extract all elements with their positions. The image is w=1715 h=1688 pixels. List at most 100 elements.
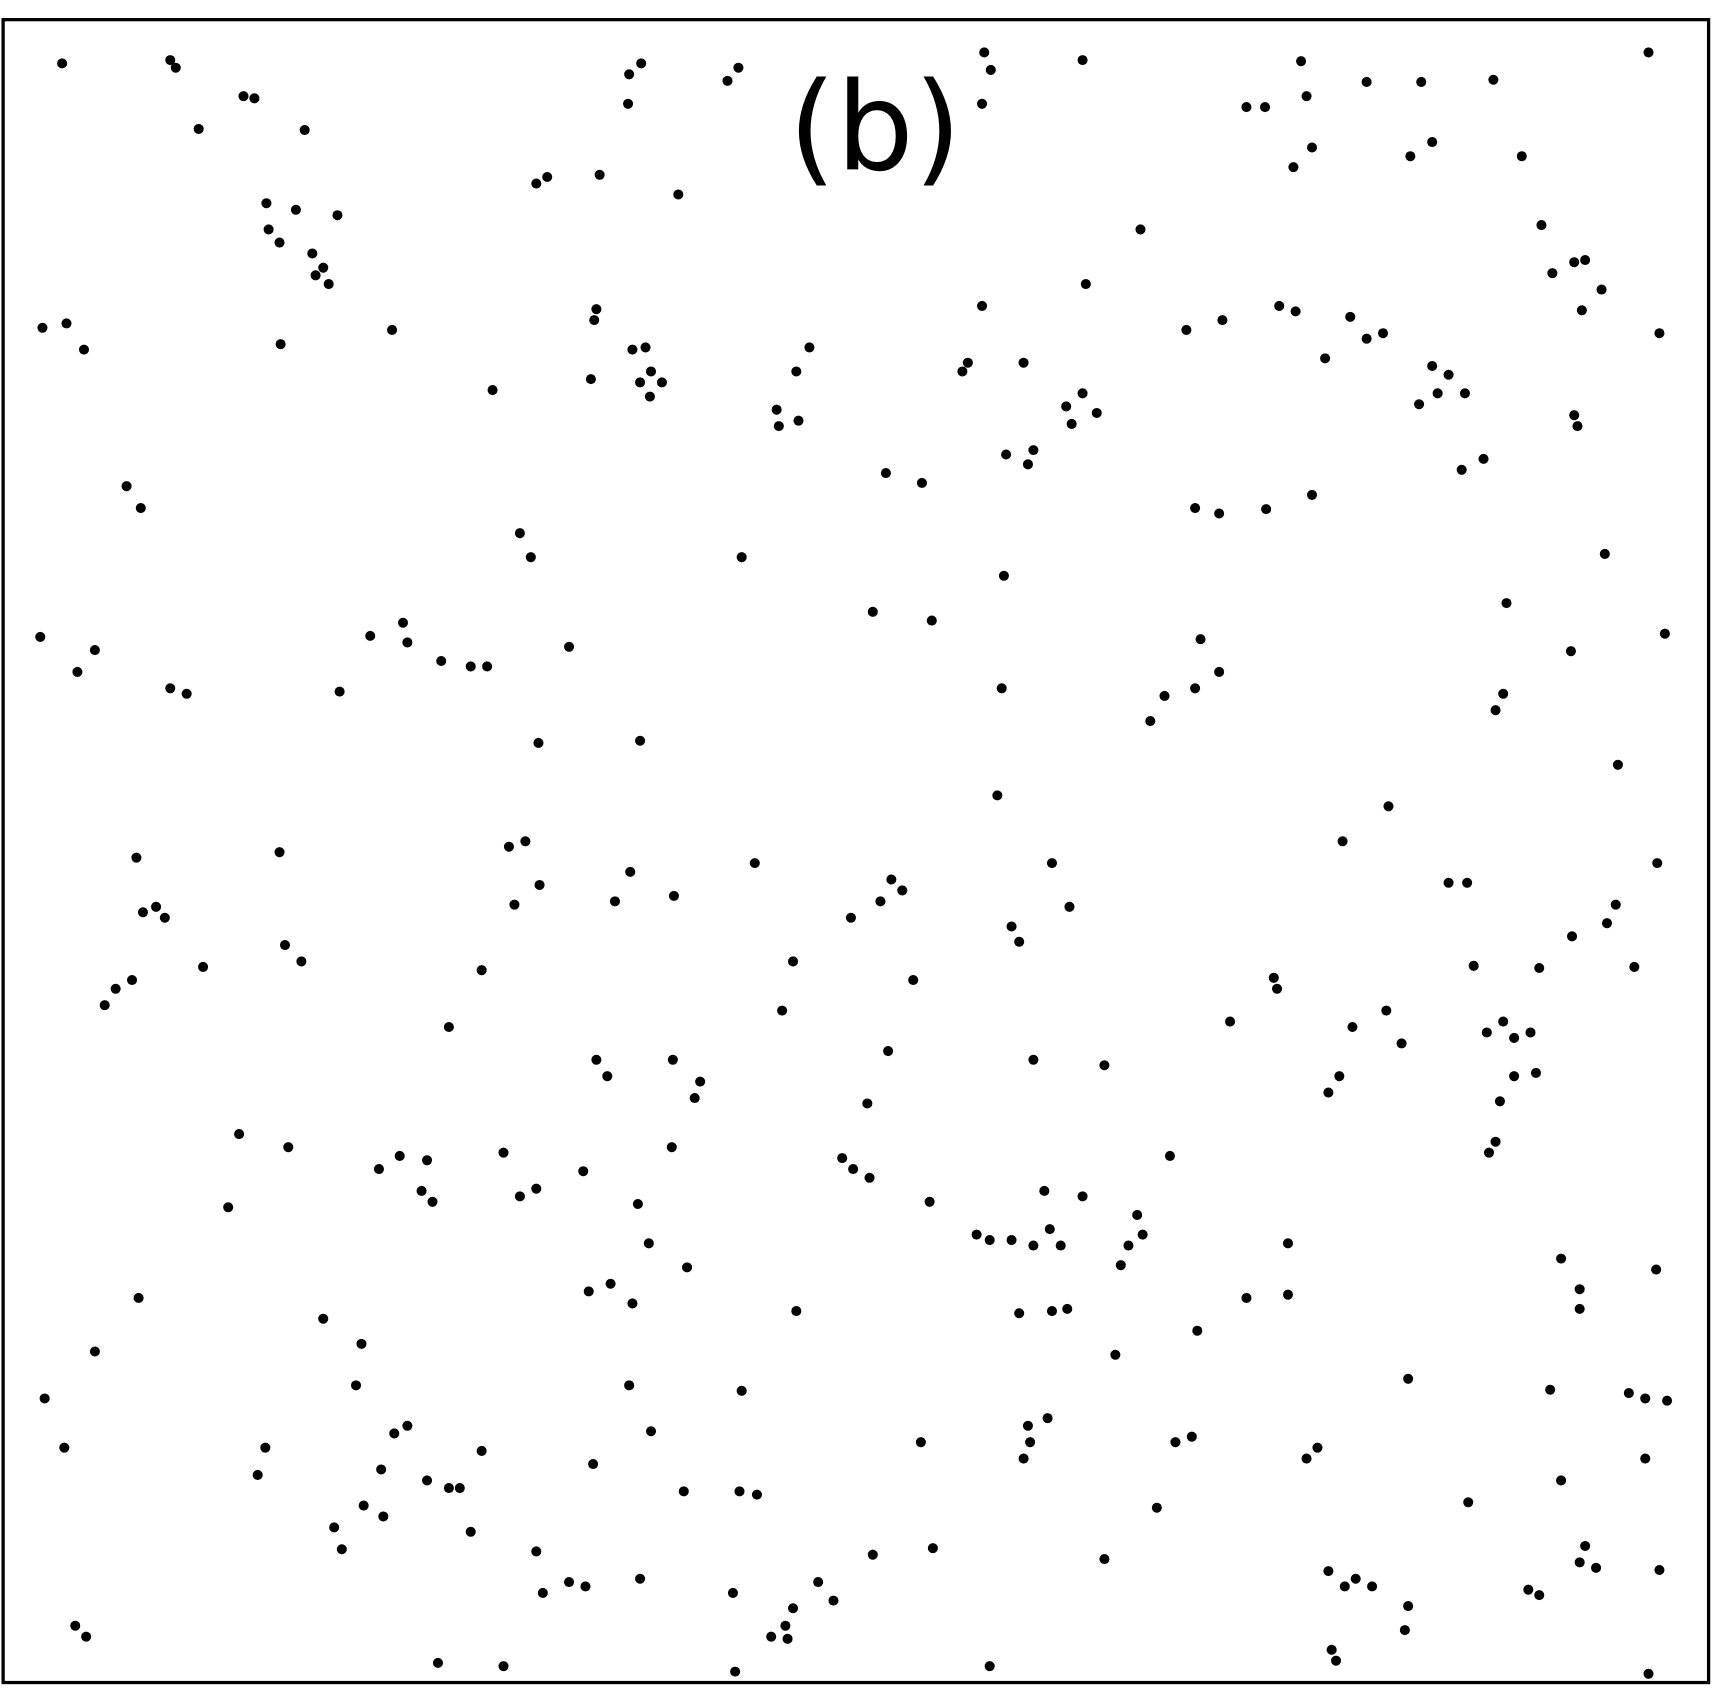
point [318,262,329,273]
point [636,58,647,69]
point [1556,1475,1567,1486]
point [678,1486,689,1497]
point [916,477,927,488]
point [635,735,646,746]
point [862,1098,873,1109]
point [318,1313,329,1324]
point [263,224,274,235]
point [1042,1413,1053,1424]
point [673,189,684,200]
point [1039,1185,1050,1196]
point [1361,333,1372,344]
point [695,1076,706,1087]
point [498,1661,509,1672]
point [1405,151,1416,162]
point [274,237,285,248]
point [1651,1264,1662,1275]
point [1261,504,1272,515]
point [1062,1303,1073,1314]
point [1643,1668,1654,1679]
point [422,1155,433,1166]
point [883,1046,894,1057]
point [1145,716,1156,727]
point [376,1464,387,1475]
point [1288,162,1299,173]
point [1643,47,1654,58]
point [1459,388,1470,399]
point [1110,1349,1121,1360]
point [1383,801,1394,812]
point [1640,1393,1651,1404]
point [957,366,968,377]
point [588,1459,599,1470]
point [198,961,209,972]
point [365,630,376,641]
point [89,645,100,656]
point [1151,1502,1162,1513]
point [736,552,747,563]
point [1064,901,1075,912]
point [645,1426,657,1437]
point [78,344,89,355]
point [984,1661,995,1672]
point [1274,300,1285,311]
point [734,1486,745,1497]
point [1006,1235,1017,1246]
point [234,1129,245,1140]
point [1046,1306,1058,1317]
point [1399,1625,1410,1636]
point [70,1620,81,1631]
plot-frame [1,18,1711,1685]
point [773,421,784,432]
point [1381,1005,1392,1016]
point [402,1420,413,1431]
point [1132,1209,1143,1220]
point [867,606,878,617]
point [1025,1437,1036,1448]
point [1077,388,1088,399]
point [1547,268,1558,279]
point [780,1620,791,1631]
point [531,1183,542,1194]
point [594,169,605,180]
point [1028,445,1039,456]
point [1396,1038,1407,1049]
point [394,1150,405,1161]
point [656,377,667,388]
point [1022,459,1033,470]
point [1077,1191,1088,1202]
point [880,468,891,479]
point [864,1172,875,1183]
point [1443,877,1454,888]
point [356,1338,367,1349]
point [1580,1540,1591,1551]
point [487,385,498,396]
point [1186,1431,1197,1442]
point [1320,353,1331,364]
point [668,890,679,901]
point [1018,357,1029,368]
point [334,686,345,697]
point [1282,1289,1293,1300]
point [165,55,176,66]
point [1014,1308,1025,1319]
point [926,615,937,626]
point [323,279,334,290]
point [1483,1147,1495,1158]
point [514,528,525,539]
point [644,391,655,402]
point [1478,453,1489,464]
point [1018,1453,1029,1464]
point [1091,407,1102,419]
point [1301,1453,1312,1464]
point [503,841,515,852]
point [1306,142,1318,153]
point [998,570,1009,581]
point [290,204,301,215]
point [927,1543,938,1554]
point [1403,1373,1414,1384]
point [804,342,815,353]
point [1463,1497,1474,1508]
point [1516,151,1527,162]
point [667,1054,678,1065]
